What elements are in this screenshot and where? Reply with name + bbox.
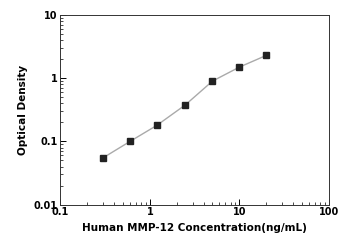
X-axis label: Human MMP-12 Concentration(ng/mL): Human MMP-12 Concentration(ng/mL) [82,223,307,233]
Y-axis label: Optical Density: Optical Density [18,65,28,155]
